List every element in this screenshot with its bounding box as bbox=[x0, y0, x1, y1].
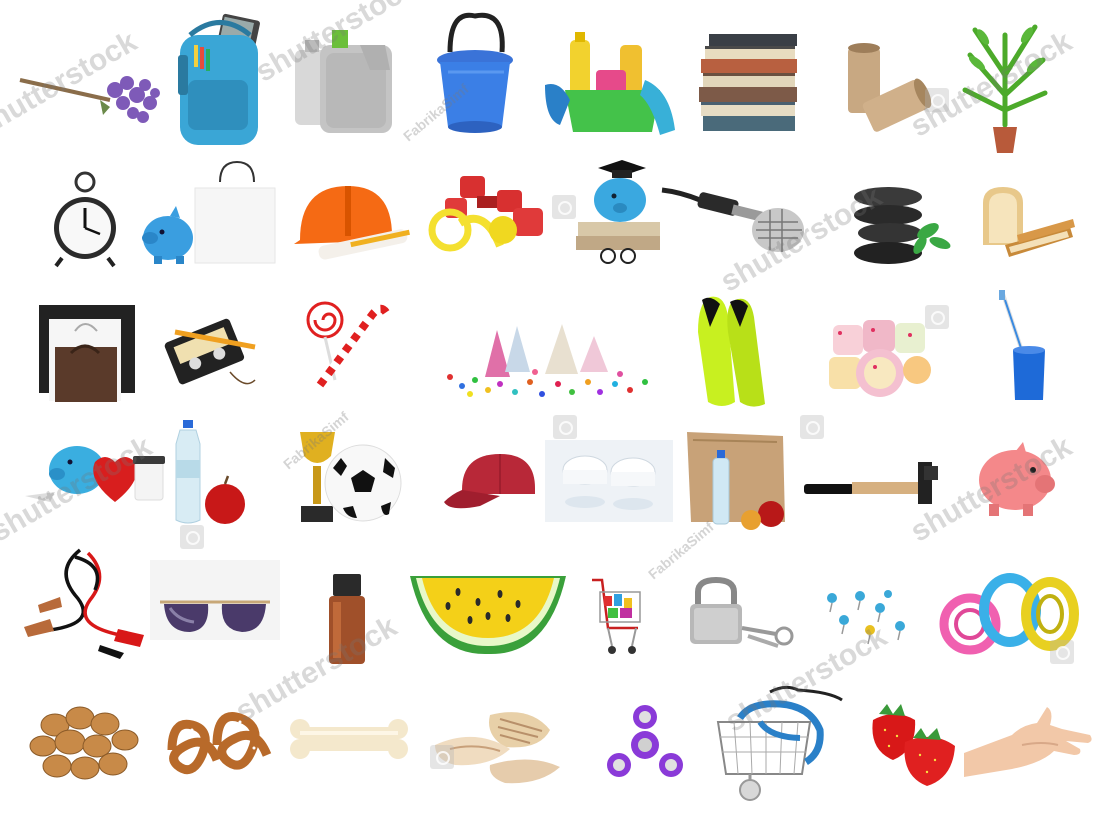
toilet-paper-tubes bbox=[840, 40, 932, 135]
shopping-cart bbox=[590, 578, 645, 658]
watermark-icon bbox=[925, 88, 949, 112]
sliced-bread bbox=[975, 185, 1080, 260]
essential-oil-bottle bbox=[325, 572, 370, 667]
shopping-bags bbox=[35, 303, 140, 403]
trophy-and-soccer-ball bbox=[295, 428, 405, 526]
watermark-icon bbox=[552, 195, 576, 219]
pink-piggy-bank bbox=[975, 442, 1060, 520]
potted-palm bbox=[955, 15, 1055, 155]
school-backpack bbox=[170, 13, 270, 150]
strawberries bbox=[865, 700, 960, 788]
watermark-icon bbox=[553, 415, 577, 439]
seashells bbox=[430, 705, 565, 790]
water-bottle-and-apple bbox=[170, 420, 250, 528]
blue-bucket bbox=[430, 12, 520, 137]
toothbrush-in-cup bbox=[995, 290, 1055, 405]
piggy-bank-graduation-cap bbox=[570, 158, 665, 268]
watermark-icon bbox=[800, 415, 824, 439]
piggy-bank-heart-coffee bbox=[25, 440, 170, 510]
cassette-tape-with-pencil bbox=[160, 312, 260, 392]
safety-helmet-with-blueprints bbox=[290, 178, 415, 263]
turkish-delight bbox=[825, 315, 935, 400]
lollipop-and-candy-cane bbox=[300, 300, 395, 390]
book-stack bbox=[695, 30, 805, 135]
piggy-bank-and-shopping-bag bbox=[140, 160, 280, 268]
watermark-icon bbox=[430, 745, 454, 769]
lavender-bouquet bbox=[15, 55, 160, 140]
hammer bbox=[802, 458, 942, 508]
watermark-icon bbox=[1050, 640, 1074, 664]
paper-lunch-bag bbox=[685, 430, 790, 530]
wire-coils bbox=[939, 572, 1080, 655]
fidget-spinner bbox=[605, 705, 685, 783]
push-pins bbox=[820, 588, 915, 648]
party-hats-and-confetti bbox=[440, 322, 655, 404]
jumper-cables bbox=[20, 545, 150, 660]
yellow-watermelon-slice bbox=[408, 572, 568, 656]
cleaning-supplies-basin bbox=[540, 30, 685, 145]
sunglasses bbox=[150, 560, 280, 640]
watermark-icon bbox=[925, 305, 949, 329]
contact-lens-case bbox=[545, 440, 673, 522]
swimming-flippers bbox=[680, 292, 775, 412]
red-cap bbox=[440, 450, 540, 515]
vintage-microphone bbox=[660, 182, 808, 262]
shopping-basket-stethoscope bbox=[710, 682, 850, 804]
motor-oil-canisters bbox=[290, 25, 400, 135]
padlock-with-keys bbox=[688, 576, 806, 650]
walnuts bbox=[25, 700, 150, 785]
spa-stones-with-mint bbox=[848, 185, 958, 267]
dog-bone bbox=[288, 717, 410, 762]
pretzels bbox=[162, 700, 274, 782]
alarm-clock bbox=[50, 170, 120, 270]
watermark-icon bbox=[180, 525, 204, 549]
dumbbells-and-tape-measure bbox=[425, 168, 550, 263]
open-hand bbox=[962, 705, 1097, 780]
